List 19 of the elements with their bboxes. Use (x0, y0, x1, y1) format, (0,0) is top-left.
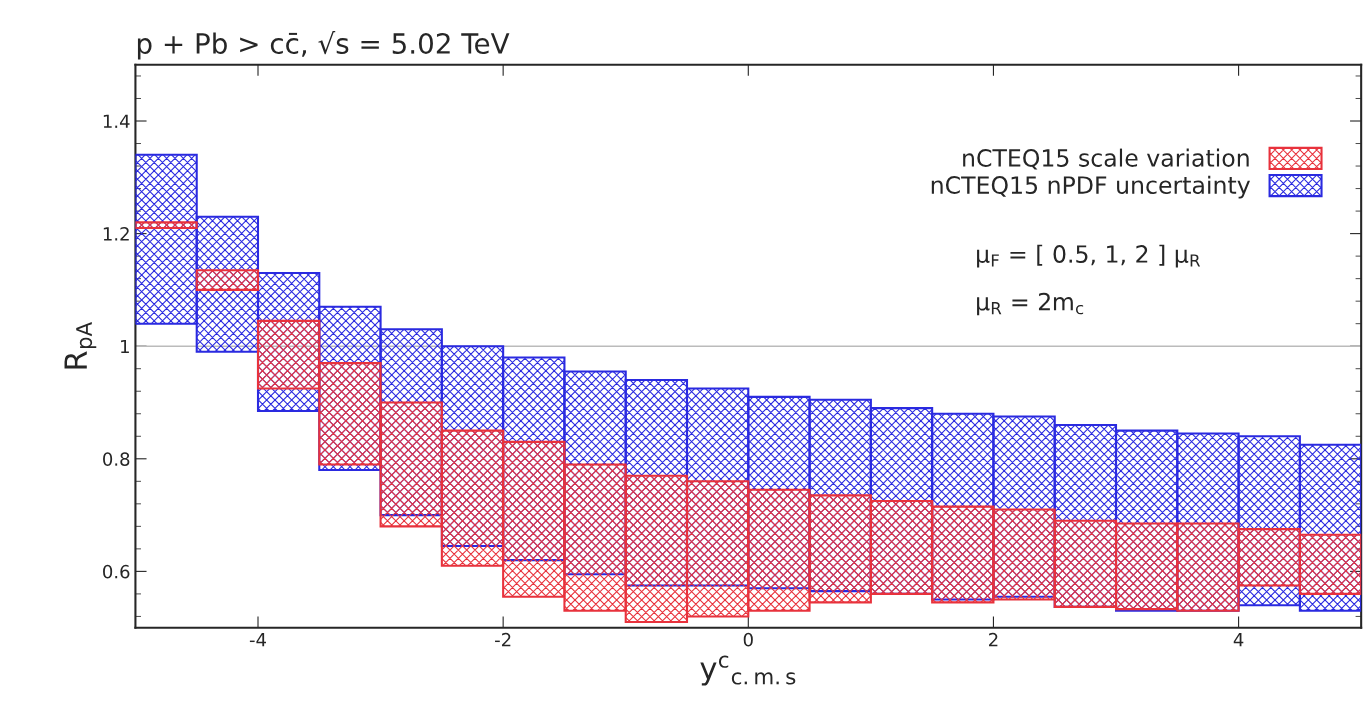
x-tick-label: -2 (495, 632, 511, 647)
x-tick-label: -4 (249, 633, 266, 647)
chart-title: p + Pb > cc̄, √s = 5.02 TeV (137, 31, 510, 60)
y-tick-label: 1 (121, 339, 129, 354)
bar (135, 221, 198, 230)
annotation: μ$_{F}$ = [ 0.5, 1, 2 ] μ$_{R}$ (977, 244, 1201, 268)
x-tick-label: 4 (1233, 633, 1244, 647)
annotation: μ$_{R}$ = 2m$_{c}$ (977, 292, 1084, 316)
legend-label: nCTEQ15 scale variation (963, 148, 1249, 170)
y-tick-label: 1.4 (103, 114, 130, 128)
legend-label: nCTEQ15 nPDF uncertainty (931, 175, 1250, 199)
x-tick-label: 0 (743, 632, 753, 647)
x-axis-title: y$^{c}$$_{c.m.s}$ (700, 655, 796, 686)
y-tick-label: 1.2 (103, 227, 129, 241)
y-axis-title: R$_{pA}$ (64, 322, 97, 369)
bar (195, 269, 260, 291)
y-tick-label: 0.8 (103, 452, 130, 466)
y-tick-label: 0.6 (103, 564, 130, 579)
x-tick-label: 2 (989, 632, 998, 647)
